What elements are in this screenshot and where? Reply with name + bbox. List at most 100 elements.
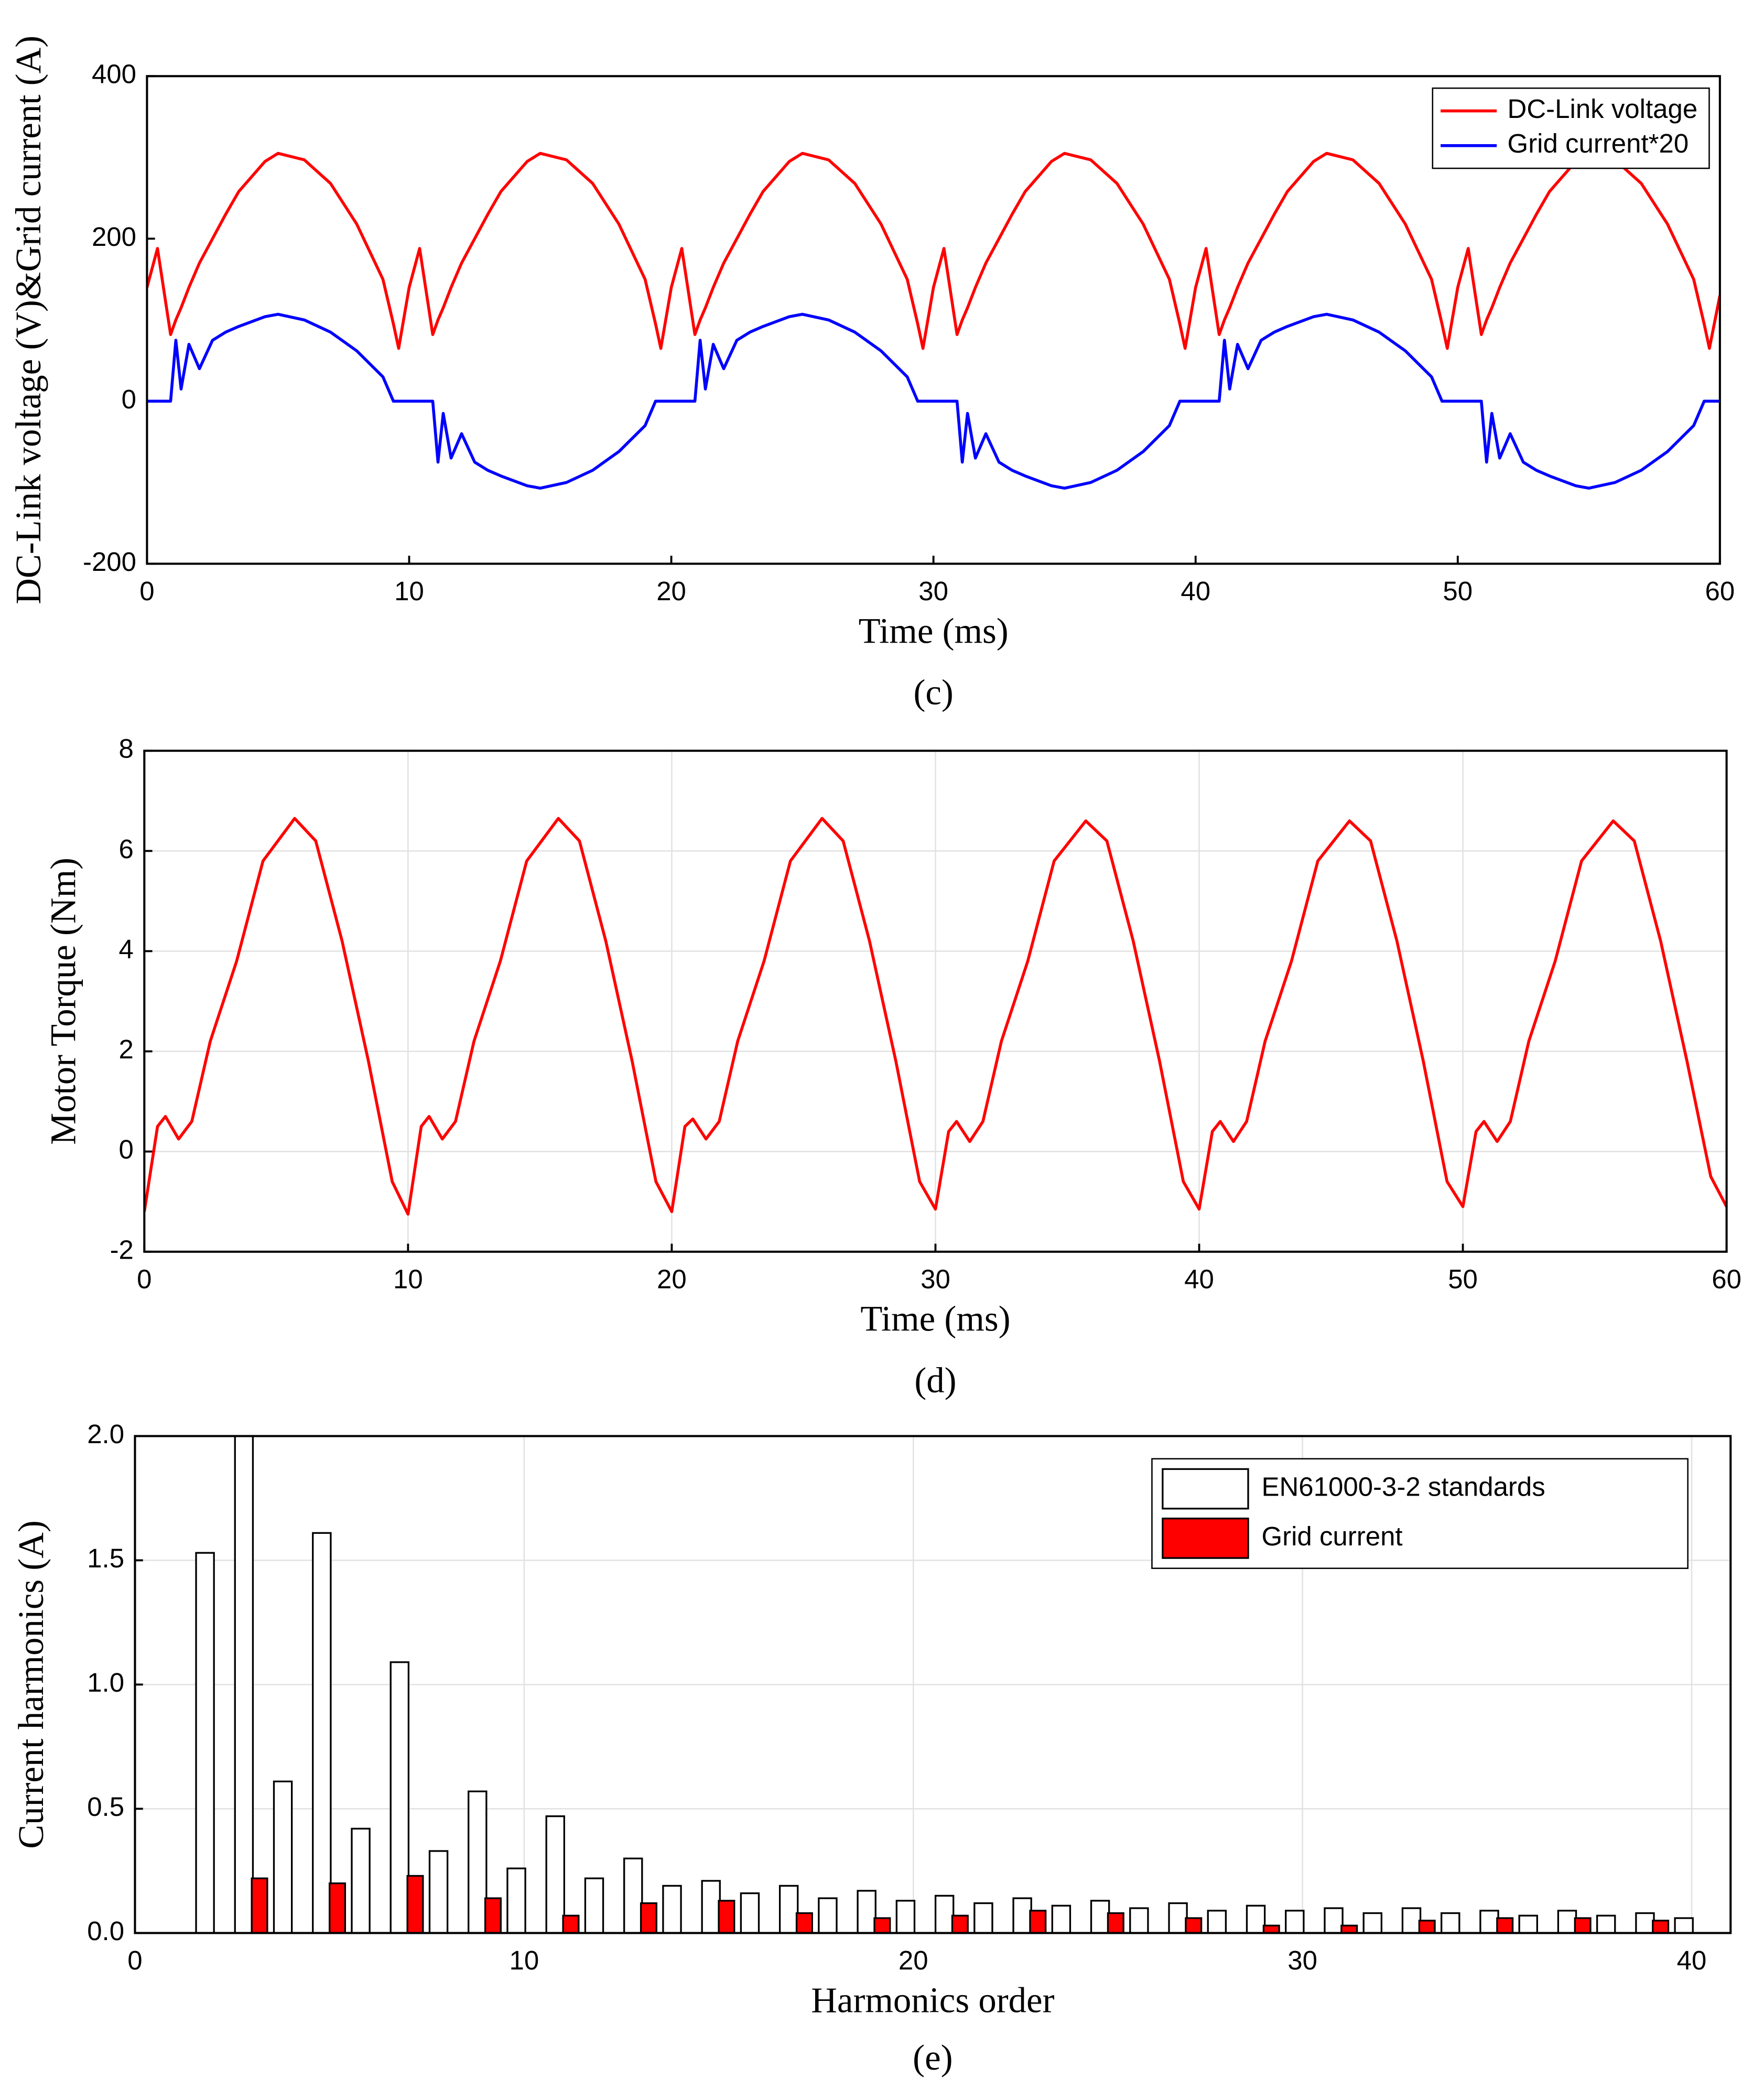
- plot-area: [144, 817, 1727, 1216]
- bar: [1107, 1912, 1124, 1933]
- y-tick-label: 0.5: [87, 1792, 124, 1822]
- bar: [1557, 1910, 1577, 1933]
- x-tick-label: 10: [510, 1945, 539, 1975]
- x-tick-label: 50: [1443, 576, 1473, 606]
- x-tick-label: 0: [139, 576, 154, 606]
- bar: [873, 1917, 891, 1933]
- bar: [1090, 1900, 1110, 1933]
- y-tick-label: 1.5: [87, 1543, 124, 1573]
- bar: [1262, 1924, 1280, 1933]
- y-tick-label: 0: [122, 384, 136, 414]
- bar: [1418, 1920, 1436, 1933]
- line-series: [147, 312, 1720, 490]
- bar: [857, 1890, 876, 1933]
- x-tick-label: 40: [1181, 576, 1210, 606]
- bar: [1674, 1917, 1694, 1933]
- bar: [251, 1877, 268, 1933]
- bar: [1340, 1924, 1358, 1933]
- plot-frame: [143, 750, 1728, 1253]
- bar: [718, 1900, 735, 1933]
- x-tick-label: 30: [921, 1264, 950, 1294]
- x-tick-label: 20: [899, 1945, 928, 1975]
- bar: [273, 1780, 293, 1933]
- bar: [1574, 1917, 1592, 1933]
- bar: [1051, 1904, 1072, 1933]
- legend-swatch: [1162, 1518, 1249, 1559]
- bar: [818, 1897, 838, 1933]
- x-axis-label: Harmonics order: [811, 1980, 1054, 2020]
- bar: [1246, 1904, 1266, 1933]
- line-series: [147, 151, 1720, 350]
- y-axis-label: DC-Link voltage (V)&Grid current (A): [8, 36, 48, 604]
- y-tick-label: 4: [119, 934, 134, 964]
- x-tick-label: 40: [1677, 1945, 1707, 1975]
- x-tick-label: 40: [1184, 1264, 1214, 1294]
- y-tick-label: 8: [119, 734, 134, 764]
- bar: [1324, 1907, 1344, 1933]
- bar: [1029, 1910, 1047, 1933]
- bar: [1652, 1920, 1670, 1933]
- bar: [973, 1902, 993, 1933]
- plot-frame: [146, 75, 1721, 565]
- x-axis-label: Time (ms): [859, 611, 1009, 651]
- bar: [428, 1850, 449, 1933]
- y-tick-label: -200: [83, 547, 136, 577]
- bar: [1401, 1907, 1422, 1933]
- x-tick-label: 0: [137, 1264, 151, 1294]
- bar: [312, 1532, 332, 1933]
- y-tick-label: 0: [119, 1134, 134, 1164]
- bar: [1185, 1917, 1203, 1933]
- x-tick-label: 10: [393, 1264, 423, 1294]
- bar: [406, 1875, 424, 1933]
- legend-label: EN61000-3-2 standards: [1261, 1472, 1545, 1502]
- bar: [195, 1552, 215, 1933]
- bar: [640, 1902, 657, 1933]
- bar: [778, 1885, 799, 1933]
- bar: [795, 1912, 813, 1933]
- bar: [934, 1895, 955, 1933]
- bar: [1479, 1910, 1499, 1933]
- bar: [584, 1877, 604, 1933]
- x-tick-label: 30: [918, 576, 948, 606]
- caption: (e): [913, 2038, 953, 2077]
- legend-label: DC-Link voltage: [1508, 94, 1698, 124]
- y-tick-label: 2: [119, 1034, 134, 1064]
- bar: [740, 1892, 760, 1933]
- y-axis-label: Current harmonics (A): [11, 1520, 51, 1849]
- plot-area: [195, 1436, 1694, 1933]
- bar: [1362, 1912, 1383, 1933]
- bar: [545, 1815, 565, 1933]
- y-tick-label: 2.0: [87, 1419, 124, 1449]
- legend-box: [1432, 87, 1710, 169]
- plot-area: [147, 151, 1720, 490]
- y-tick-label: 1.0: [87, 1668, 124, 1697]
- y-tick-label: 0.0: [87, 1916, 124, 1946]
- plot-frame: [134, 1435, 1732, 1934]
- bar: [1207, 1910, 1227, 1933]
- bar: [623, 1857, 643, 1933]
- bar: [1012, 1897, 1032, 1933]
- bar: [329, 1882, 347, 1933]
- bar: [389, 1661, 410, 1933]
- bar: [562, 1914, 580, 1933]
- x-tick-label: 20: [656, 576, 686, 606]
- x-tick-label: 60: [1705, 576, 1735, 606]
- line-series: [144, 817, 1727, 1216]
- x-tick-label: 0: [127, 1945, 142, 1975]
- bar: [1441, 1912, 1460, 1933]
- bar: [895, 1900, 916, 1933]
- x-tick-label: 20: [657, 1264, 687, 1294]
- bar: [951, 1914, 969, 1933]
- y-axis-label: Motor Torque (Nm): [43, 858, 83, 1145]
- legend-swatch: [1162, 1468, 1249, 1510]
- caption: (c): [913, 672, 953, 712]
- x-tick-label: 60: [1712, 1264, 1741, 1294]
- bar: [506, 1867, 526, 1933]
- legend-label: Grid current: [1261, 1521, 1402, 1551]
- x-tick-label: 10: [394, 576, 424, 606]
- bar: [1518, 1914, 1538, 1933]
- bar: [1168, 1902, 1188, 1933]
- bar: [468, 1790, 488, 1933]
- bar: [1285, 1910, 1305, 1933]
- caption: (d): [914, 1360, 956, 1400]
